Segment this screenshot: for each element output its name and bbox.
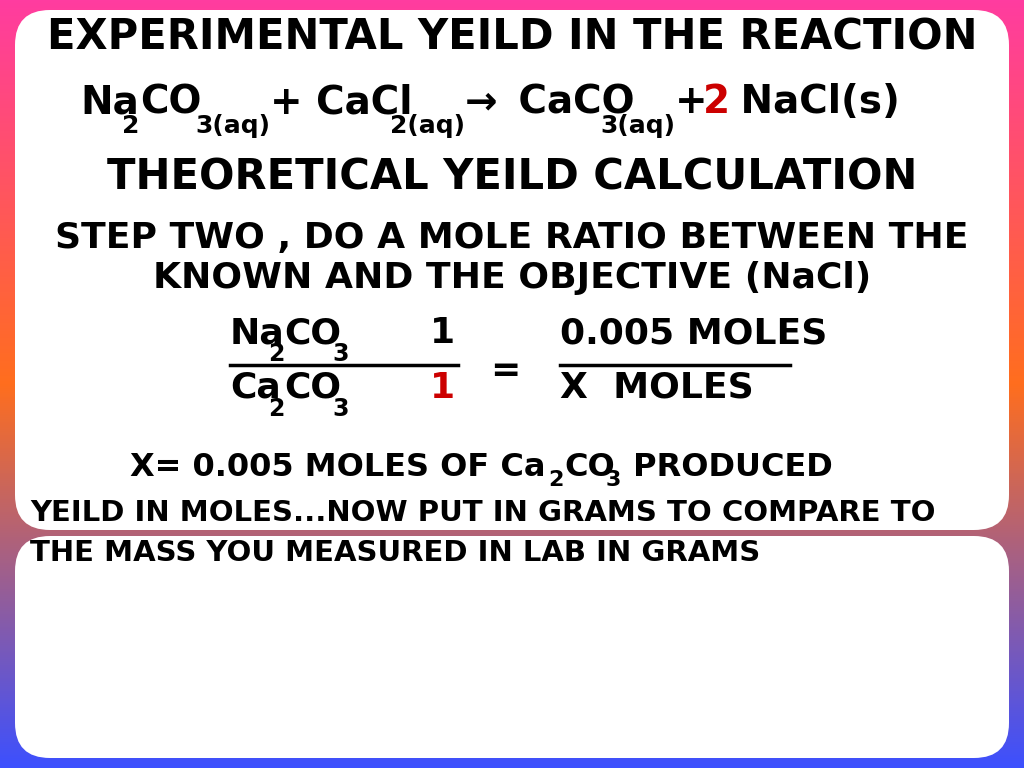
Text: CO: CO [140, 83, 202, 121]
Text: 2: 2 [268, 342, 285, 366]
Text: KNOWN AND THE OBJECTIVE (NaCl): KNOWN AND THE OBJECTIVE (NaCl) [153, 261, 871, 295]
Text: 3(aq): 3(aq) [600, 114, 675, 138]
Text: +: + [675, 83, 721, 121]
Text: X= 0.005 MOLES OF Ca: X= 0.005 MOLES OF Ca [130, 452, 546, 484]
Text: X  MOLES: X MOLES [560, 371, 754, 405]
Text: THEORETICAL YEILD CALCULATION: THEORETICAL YEILD CALCULATION [106, 157, 918, 199]
Text: CaCO: CaCO [505, 83, 635, 121]
Text: PRODUCED: PRODUCED [622, 452, 833, 484]
Text: CO: CO [564, 452, 614, 484]
Text: →: → [465, 83, 498, 121]
Text: 2: 2 [268, 397, 285, 421]
Text: 3: 3 [606, 470, 622, 490]
Text: 1: 1 [430, 316, 455, 350]
Text: THE MASS YOU MEASURED IN LAB IN GRAMS: THE MASS YOU MEASURED IN LAB IN GRAMS [30, 539, 760, 567]
Text: 2: 2 [122, 114, 139, 138]
Text: =: = [490, 353, 520, 388]
Text: Na: Na [80, 83, 138, 121]
Text: STEP TWO , DO A MOLE RATIO BETWEEN THE: STEP TWO , DO A MOLE RATIO BETWEEN THE [55, 221, 969, 255]
Text: 3(aq): 3(aq) [195, 114, 270, 138]
Text: 3: 3 [332, 397, 348, 421]
Text: + CaCl: + CaCl [270, 83, 413, 121]
Text: 3: 3 [332, 342, 348, 366]
FancyBboxPatch shape [15, 10, 1009, 530]
Text: Na: Na [230, 316, 285, 350]
Text: 1: 1 [430, 371, 455, 405]
Text: YEILD IN MOLES...NOW PUT IN GRAMS TO COMPARE TO: YEILD IN MOLES...NOW PUT IN GRAMS TO COM… [30, 499, 936, 527]
FancyBboxPatch shape [15, 536, 1009, 758]
Text: 0.005 MOLES: 0.005 MOLES [560, 316, 827, 350]
Text: 2: 2 [703, 83, 730, 121]
Text: 2: 2 [548, 470, 563, 490]
Text: 2(aq): 2(aq) [390, 114, 465, 138]
Text: CO: CO [284, 371, 341, 405]
Text: CO: CO [284, 316, 341, 350]
Text: NaCl(s): NaCl(s) [727, 83, 900, 121]
Text: EXPERIMENTAL YEILD IN THE REACTION: EXPERIMENTAL YEILD IN THE REACTION [47, 17, 977, 59]
Text: Ca: Ca [230, 371, 281, 405]
